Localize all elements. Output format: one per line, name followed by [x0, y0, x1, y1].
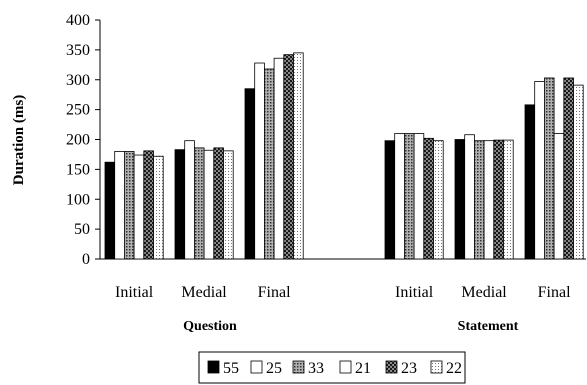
y-axis-label: Duration (ms) — [11, 95, 27, 185]
bar-statement-initial-23 — [423, 137, 434, 260]
bar-question-initial-21 — [133, 154, 145, 260]
bar-question-medial-33 — [193, 147, 205, 260]
y-tick-label: 50 — [74, 221, 90, 238]
bar-question-initial-33 — [124, 151, 135, 260]
bar-statement-initial-25 — [394, 133, 405, 260]
legend-label-25: 25 — [266, 360, 282, 377]
category-labels: Initial Medial Final Initial Medial Final — [115, 284, 571, 301]
bar-statement-initial-22 — [433, 140, 444, 260]
legend-box — [198, 351, 466, 384]
bar-question-medial-23 — [213, 147, 224, 260]
legend-swatch-23 — [385, 360, 398, 374]
bar-statement-medial-23 — [493, 139, 504, 260]
bar-statement-final-55 — [524, 104, 536, 260]
bar-statement-initial-55 — [384, 140, 396, 260]
bar-statement-medial-33 — [473, 140, 485, 260]
bar-question-final-55 — [244, 88, 256, 260]
bar-statement-final-23 — [563, 77, 574, 260]
bar-question-final-33 — [263, 68, 275, 260]
bar-question-final-22 — [293, 52, 304, 260]
bar-question-medial-55 — [174, 149, 186, 260]
category-label: Medial — [181, 284, 227, 301]
legend-items: 55 25 33 21 23 22 — [207, 360, 462, 377]
category-label: Final — [258, 284, 291, 301]
legend-swatch-21 — [339, 360, 352, 374]
y-tick-label: 200 — [66, 132, 90, 149]
bar-statement-final-33 — [544, 77, 555, 260]
category-label: Initial — [115, 284, 154, 301]
group-label: Question — [183, 319, 237, 334]
y-tick-label: 100 — [66, 191, 90, 208]
legend-label-33: 33 — [308, 360, 324, 377]
bar-question-final-23 — [283, 54, 294, 260]
bar-question-final-21 — [273, 57, 285, 260]
bar-question-medial-25 — [184, 140, 195, 260]
legend-label-22: 22 — [446, 360, 462, 377]
group-labels: Question Statement — [183, 319, 519, 334]
legend: 55 25 33 21 23 22 — [198, 351, 466, 384]
legend-label-23: 23 — [401, 360, 417, 377]
bar-statement-initial-21 — [413, 133, 425, 260]
bar-question-initial-22 — [153, 155, 164, 260]
y-tick-label: 250 — [66, 102, 90, 119]
bar-statement-medial-25 — [464, 134, 475, 260]
legend-swatch-55 — [207, 360, 220, 374]
category-label: Final — [538, 284, 571, 301]
bar-question-initial-25 — [114, 151, 125, 260]
y-tick-label: 400 — [66, 12, 90, 29]
bar-question-medial-22 — [223, 150, 234, 260]
y-tick-label: 300 — [66, 72, 90, 89]
bar-question-initial-23 — [143, 150, 154, 260]
legend-swatch-25 — [250, 360, 263, 374]
bar-statement-medial-22 — [503, 139, 514, 260]
bar-question-medial-21 — [203, 149, 215, 260]
bar-question-final-25 — [254, 62, 265, 260]
bar-statement-medial-55 — [454, 139, 466, 260]
bar-statement-medial-21 — [483, 140, 495, 260]
bar-statement-final-25 — [534, 81, 545, 260]
legend-swatch-33 — [292, 360, 305, 374]
group-label: Statement — [458, 319, 519, 334]
legend-swatch-22 — [430, 360, 443, 374]
legend-label-21: 21 — [355, 360, 371, 377]
bar-statement-initial-33 — [403, 133, 415, 260]
y-tick-label: 350 — [66, 42, 90, 59]
y-tick-label: 150 — [66, 161, 90, 178]
bars — [104, 52, 584, 260]
category-label: Medial — [461, 284, 507, 301]
category-label: Initial — [395, 284, 434, 301]
bar-statement-final-22 — [573, 84, 584, 260]
bar-statement-final-21 — [553, 133, 565, 260]
y-ticks: 0 50 100 150 200 250 300 350 400 — [66, 12, 100, 268]
legend-label-55: 55 — [223, 360, 239, 377]
y-tick-label: 0 — [82, 251, 90, 268]
bar-question-initial-55 — [104, 161, 116, 260]
